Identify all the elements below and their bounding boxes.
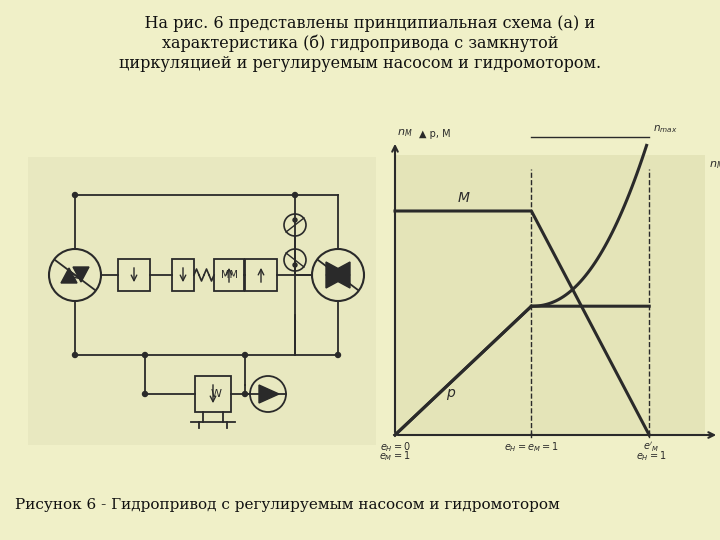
Circle shape [293, 263, 297, 267]
Circle shape [73, 353, 78, 357]
Bar [395, 155, 705, 435]
Polygon shape [61, 268, 77, 283]
Bar [28, 157, 376, 445]
Text: $n_М$: $n_М$ [709, 159, 720, 171]
Text: циркуляцией и регулируемым насосом и гидромотором.: циркуляцией и регулируемым насосом и гид… [119, 55, 601, 72]
Polygon shape [326, 262, 350, 288]
Text: p: p [446, 386, 455, 400]
Circle shape [243, 392, 248, 396]
Text: Рисунок 6 - Гидропривод с регулируемым насосом и гидромотором: Рисунок 6 - Гидропривод с регулируемым н… [15, 498, 559, 512]
Text: M: M [457, 191, 469, 205]
Text: ММ: ММ [220, 270, 238, 280]
Text: $e_H{=}1$: $e_H{=}1$ [636, 449, 667, 463]
Bar [245, 259, 277, 291]
Circle shape [243, 353, 248, 357]
Circle shape [293, 218, 297, 222]
Bar [118, 259, 150, 291]
Polygon shape [73, 267, 89, 282]
Text: характеристика (б) гидропривода с замкнутой: характеристика (б) гидропривода с замкну… [162, 35, 558, 52]
Text: $n_М$: $n_М$ [397, 127, 413, 139]
Circle shape [292, 192, 297, 198]
Polygon shape [259, 385, 279, 403]
Circle shape [143, 353, 148, 357]
Bar [195, 376, 231, 412]
Bar [214, 259, 244, 291]
Circle shape [336, 353, 341, 357]
Text: $e'_M$: $e'_M$ [643, 440, 660, 454]
Text: На рис. 6 представлены принципиальная схема (а) и: На рис. 6 представлены принципиальная сх… [125, 15, 595, 32]
Circle shape [73, 192, 78, 198]
Text: $e_H{=}e_M{=}1$: $e_H{=}e_M{=}1$ [504, 440, 559, 454]
Circle shape [143, 392, 148, 396]
Text: $e_H{=}0$: $e_H{=}0$ [379, 440, 410, 454]
Text: $e_M{=}1$: $e_M{=}1$ [379, 449, 410, 463]
Text: $n_{max}$: $n_{max}$ [653, 124, 678, 135]
Polygon shape [326, 262, 350, 288]
Text: W: W [210, 389, 222, 399]
Bar [172, 259, 194, 291]
Text: ▲ p, M: ▲ p, M [419, 129, 451, 139]
